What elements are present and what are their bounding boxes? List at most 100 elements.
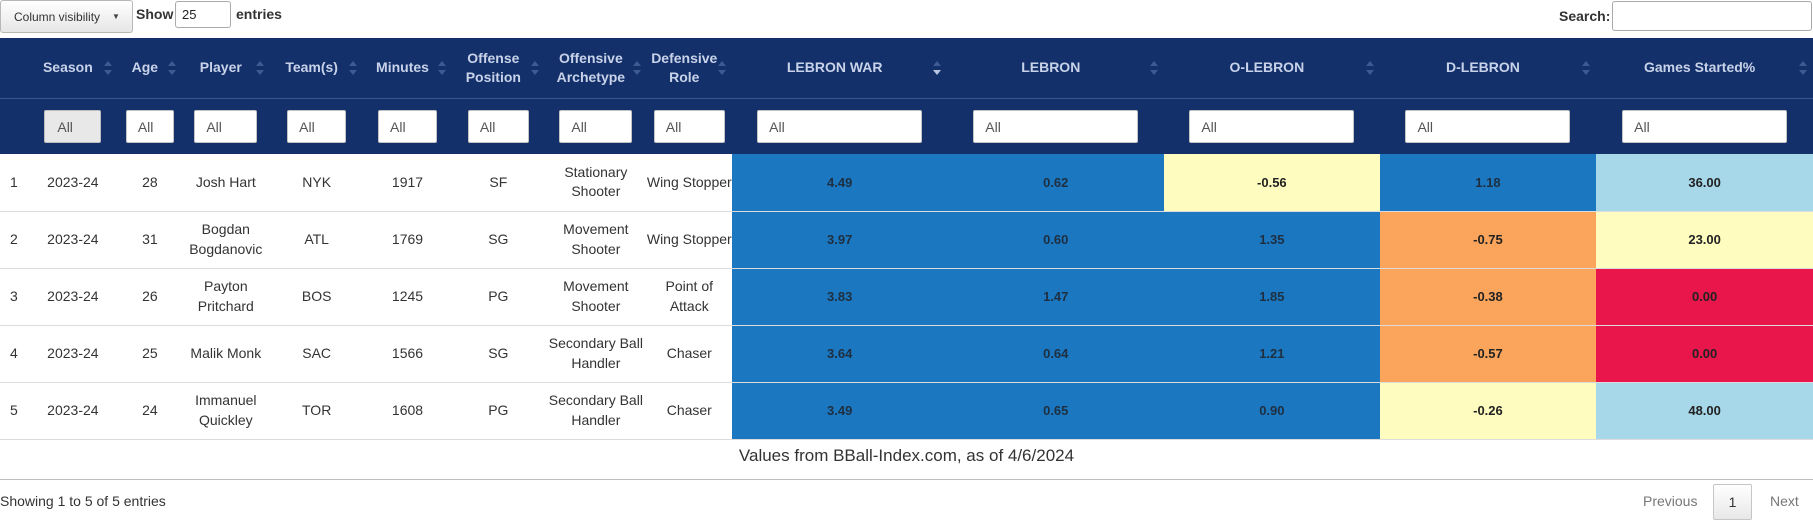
cell-role: Wing Stopper (646, 230, 732, 247)
filter-cell: All (363, 98, 451, 154)
cell-gs: 0.00 (1596, 268, 1813, 325)
cell-n: 5 (10, 401, 18, 418)
cell-age: 28 (142, 173, 158, 190)
cell-n: 2 (10, 230, 18, 247)
cell-archetype: Secondary Ball Handler (548, 335, 643, 371)
cell-dlebron: -0.75 (1379, 211, 1597, 268)
cell-player: Bogdan Bogdanovic (189, 221, 263, 257)
filter-player-input[interactable]: All (194, 109, 258, 143)
column-header-age[interactable]: Age (118, 38, 182, 98)
cell-dlebron: -0.38 (1379, 268, 1597, 325)
divider (0, 479, 1813, 480)
column-header-label: LEBRON WAR (786, 59, 883, 76)
cell-war: 4.49 (731, 154, 948, 211)
column-header-label: Offensive Archetype (556, 49, 626, 85)
column-header-games-started[interactable]: Games Started% (1596, 38, 1813, 98)
column-visibility-button[interactable]: Column visibility ▼ (0, 0, 133, 33)
filter-offensive-archetype-input[interactable]: All (559, 109, 633, 143)
cell-lebron: 0.64 (947, 325, 1165, 382)
cell-war: 3.49 (731, 382, 948, 439)
cell-archetype: Movement Shooter (563, 278, 629, 314)
page-length-select[interactable]: 25 (175, 1, 231, 28)
filter-cell: All (28, 98, 118, 154)
filter-games-started-input[interactable]: All (1622, 109, 1788, 143)
column-visibility-label: Column visibility (14, 9, 101, 24)
filter-lebron-input[interactable]: All (973, 109, 1139, 143)
column-header-team-s[interactable]: Team(s) (270, 38, 363, 98)
filter-defensive-role-input[interactable]: All (653, 109, 725, 143)
filter-cell: All (1164, 98, 1380, 154)
filter-cell: All (1596, 98, 1813, 154)
filter-season-select[interactable]: All (44, 109, 102, 143)
next-page-button[interactable]: Next (1770, 493, 1799, 509)
column-header-offensive-archetype[interactable]: Offensive Archetype (545, 38, 647, 98)
column-header-lebron[interactable]: LEBRON (947, 38, 1164, 98)
filter-o-lebron-input[interactable]: All (1189, 109, 1355, 143)
column-header-d-lebron[interactable]: D-LEBRON (1380, 38, 1597, 98)
cell-minutes: 1608 (391, 401, 424, 418)
column-header-label: O-LEBRON (1229, 59, 1305, 76)
cell-player: Immanuel Quickley (195, 392, 257, 428)
column-header-minutes[interactable]: Minutes (363, 38, 451, 98)
search-input[interactable] (1612, 1, 1812, 31)
filter-lebron-war-input[interactable]: All (757, 109, 923, 143)
column-header-lebron-war[interactable]: LEBRON WAR (732, 38, 948, 98)
cell-season: 2023-24 (47, 344, 99, 361)
filter-offense-position-input[interactable]: All (467, 109, 529, 143)
filter-team-s-input[interactable]: All (287, 109, 347, 143)
sort-icon (167, 60, 176, 76)
column-header-label: Age (131, 59, 159, 76)
filter-cell: All (1380, 98, 1597, 154)
filter-row: All All All All All All All All All All All All All (0, 98, 1813, 154)
filter-cell: All (452, 98, 545, 154)
filter-cell: All (947, 98, 1164, 154)
cell-war: 3.97 (731, 211, 948, 268)
sort-icon (104, 60, 113, 76)
cell-team: ATL (304, 230, 329, 247)
filter-cell: All (182, 98, 270, 154)
cell-dlebron: -0.26 (1379, 382, 1597, 439)
previous-page-button[interactable]: Previous (1643, 493, 1698, 509)
cell-team: NYK (302, 173, 332, 190)
cell-minutes: 1245 (391, 287, 424, 304)
sort-descending-icon (933, 60, 942, 76)
cell-war: 3.83 (731, 268, 948, 325)
filter-cell: All (732, 98, 948, 154)
cell-archetype: Movement Shooter (563, 221, 629, 257)
cell-age: 25 (142, 344, 158, 361)
cell-archetype: Secondary Ball Handler (548, 392, 643, 428)
cell-role: Point of Attack (665, 278, 714, 314)
table-row: 2 2023-24 31 Bogdan Bogdanovic ATL 1769 SG Move… (0, 211, 1813, 268)
cell-player: Malik Monk (190, 344, 262, 361)
sort-icon (1582, 60, 1591, 76)
filter-minutes-input[interactable]: All (378, 109, 437, 143)
cell-season: 2023-24 (47, 401, 99, 418)
column-header-defensive-role[interactable]: Defensive Role (647, 38, 732, 98)
cell-pos: PG (488, 401, 509, 418)
cell-n: 4 (10, 344, 18, 361)
column-header-offense-position[interactable]: Offense Position (452, 38, 545, 98)
sort-icon (1150, 60, 1159, 76)
cell-team: SAC (302, 344, 332, 361)
table-row: 3 2023-24 26 Payton Pritchard BOS 1245 PG Movem… (0, 268, 1813, 325)
sort-icon (437, 60, 446, 76)
page-1-button[interactable]: 1 (1713, 484, 1752, 520)
filter-age-input[interactable]: All (125, 109, 174, 143)
entries-label: entries (236, 6, 282, 22)
column-header-label: Defensive Role (651, 49, 718, 85)
column-header-player[interactable]: Player (182, 38, 270, 98)
cell-age: 26 (142, 287, 158, 304)
column-header-label: Offense Position (465, 49, 521, 85)
cell-olebron: 0.90 (1164, 382, 1380, 439)
filter-spacer (0, 98, 28, 154)
column-header-label: Minutes (376, 59, 429, 76)
cell-pos: PG (488, 287, 509, 304)
column-header-season[interactable]: Season (28, 38, 118, 98)
cell-age: 24 (142, 401, 158, 418)
filter-d-lebron-input[interactable]: All (1405, 109, 1571, 143)
column-header-o-lebron[interactable]: O-LEBRON (1164, 38, 1380, 98)
table-caption: Values from BBall-Index.com, as of 4/6/2… (738, 446, 1075, 465)
sort-icon (1799, 60, 1807, 76)
column-header-label: Team(s) (285, 59, 338, 76)
table-info: Showing 1 to 5 of 5 entries (0, 493, 166, 509)
